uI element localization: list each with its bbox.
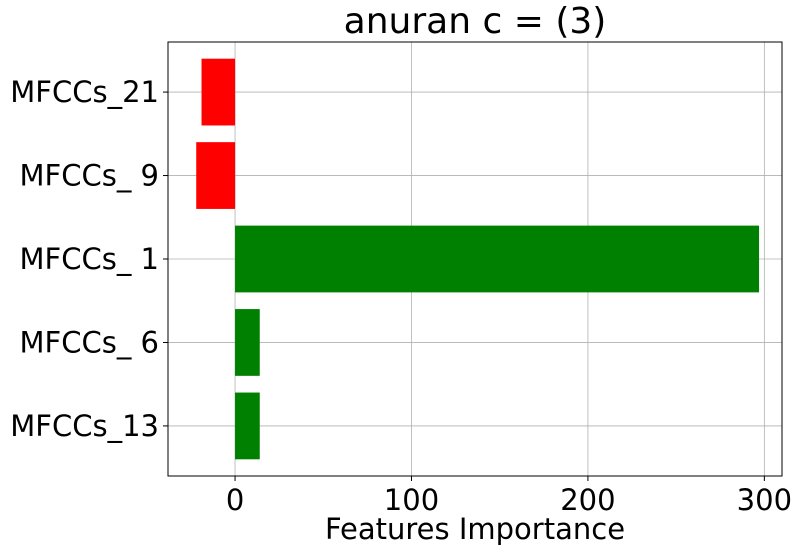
axis-tick-labels: 0 100 200 300 MFCCs_21 MFCCs_ 9 MFCCs_ 1 MFCCs_… [10,75,792,517]
y-tick-label: MFCCs_ 1 [20,242,159,276]
y-tick-label: MFCCs_21 [10,75,159,109]
bars [196,58,760,460]
chart-title: anuran c = (3) [344,1,607,42]
x-tick-label: 200 [560,483,615,517]
y-tick-label: MFCCs_13 [10,409,159,443]
bar [235,225,760,293]
bar [235,309,260,376]
bar [235,392,260,460]
x-tick-label: 0 [226,483,244,517]
x-tick-label: 300 [737,483,792,517]
bar [201,58,236,126]
axis-ticks [163,91,765,481]
x-axis-label: Features Importance [325,512,625,546]
x-tick-label: 100 [384,483,439,517]
bar [196,142,236,209]
y-tick-label: MFCCs_ 9 [20,159,159,193]
y-tick-label: MFCCs_ 6 [20,325,159,359]
